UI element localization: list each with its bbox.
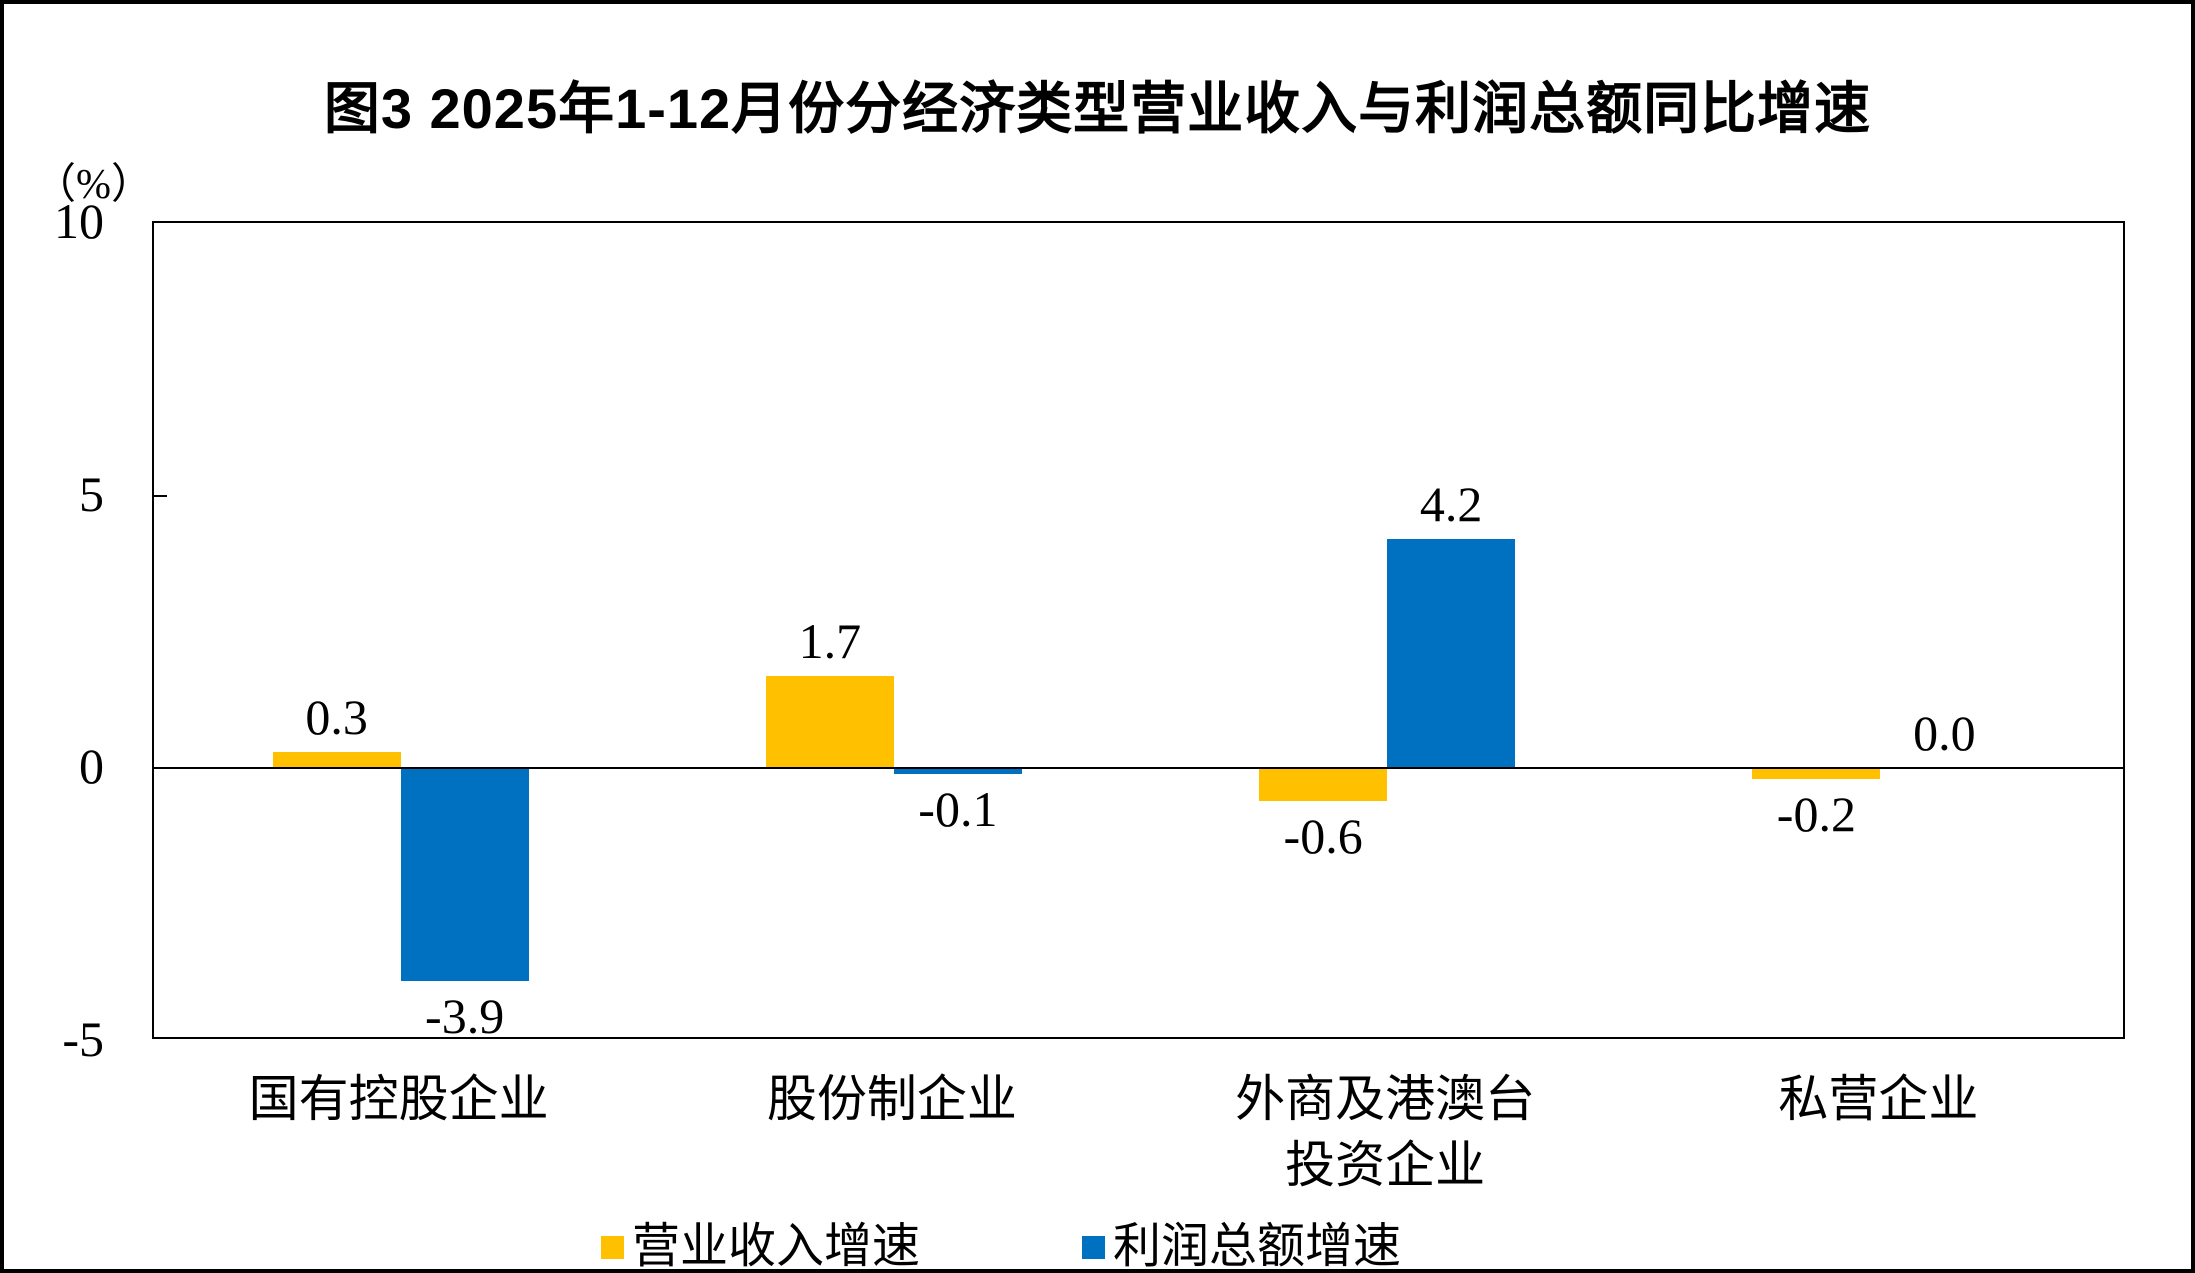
y-axis-tick-mark [154, 494, 167, 497]
bar-value-label: -3.9 [425, 988, 505, 1044]
legend-item: 营业收入增速 [601, 1219, 921, 1273]
bar-value-label: 4.2 [1419, 476, 1483, 533]
category-label: 股份制企业 [766, 1071, 1017, 1127]
revenue-growth-bar [272, 751, 401, 769]
plot-area: 0.3 1.7 -0.6 -0.2 -3.9 -0.1 4.2 0.0 [152, 221, 2125, 1044]
legend-color-swatch [1082, 1235, 1105, 1259]
y-tick-label: -5 [62, 1011, 104, 1067]
legend-item: 利润总额增速 [1082, 1219, 1402, 1273]
y-axis-unit-label: （%） [34, 162, 153, 208]
revenue-growth-bar [765, 675, 894, 769]
y-tick-label: 5 [79, 465, 104, 522]
chart-title: 图3 2025年1-12月份分经济类型营业收入与利润总额同比增速 [323, 77, 1872, 140]
revenue-growth-bar [1752, 768, 1881, 780]
bar-value-label: 0.3 [305, 688, 368, 745]
legend-series-label: 营业收入增速 [632, 1220, 921, 1273]
bar-value-label: 0.0 [1913, 705, 1976, 762]
revenue-growth-bar [1259, 768, 1388, 802]
legend-series-label: 利润总额增速 [1113, 1220, 1402, 1273]
profit-growth-bar [893, 768, 1022, 774]
y-tick-label: 10 [54, 193, 104, 249]
legend-color-swatch [601, 1235, 624, 1259]
bar-value-label: -0.1 [918, 780, 998, 837]
zero-axis-line [154, 767, 2123, 770]
profit-growth-bar [1387, 539, 1516, 769]
y-tick-label: 0 [79, 738, 104, 795]
category-label: 私营企业 [1778, 1071, 1979, 1127]
profit-growth-bar [400, 768, 529, 981]
bar-value-label: -0.6 [1283, 808, 1363, 865]
category-label: 国有控股企业 [248, 1071, 549, 1127]
bar-value-label: 1.7 [798, 612, 862, 669]
bar-value-label: -0.2 [1776, 786, 1856, 843]
category-label: 外商及港澳台 投资企业 [1235, 1071, 1536, 1193]
